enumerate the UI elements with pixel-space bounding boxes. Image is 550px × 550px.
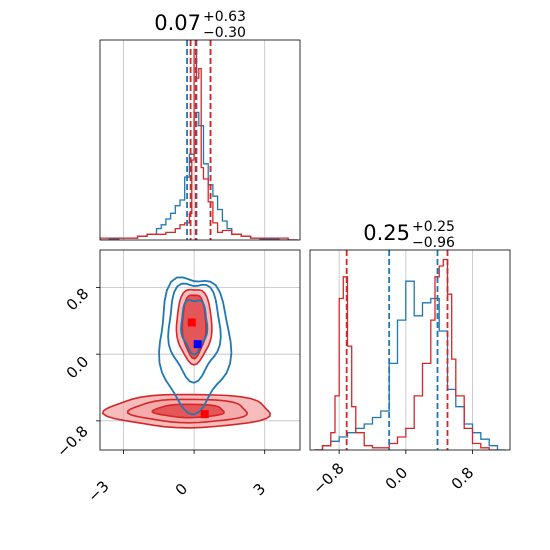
marker-0 xyxy=(193,340,202,349)
x-tick-label-right-0: −0.8 xyxy=(309,459,347,497)
title-right-plus: +0.25 xyxy=(412,219,455,235)
contour-line-group xyxy=(102,276,271,429)
title-right-value: 0.25 xyxy=(363,221,410,245)
x-tick-label-right-2: 0.8 xyxy=(448,464,478,494)
series-group-right xyxy=(314,258,506,450)
quantile-lines-right xyxy=(345,250,449,450)
red-contour-line-outermost-0 xyxy=(102,393,271,429)
red-contour-line-outer-1 xyxy=(126,398,248,424)
marker-2 xyxy=(187,318,196,327)
histogram-panel-right: 0.25 +0.25 −0.96 −0.8 0.0 0.8 xyxy=(309,219,511,498)
axis-frame-contour xyxy=(99,249,301,451)
ticks-contour xyxy=(96,287,266,454)
contour-panel: −3 0 3 −0.8 0.0 0.8 xyxy=(53,249,301,506)
red-contour-line-outer-0 xyxy=(175,288,213,366)
x-tick-label-contour-2: 3 xyxy=(250,480,269,499)
blue-contour-2 xyxy=(158,276,233,416)
x-tick-label-contour-1: 0 xyxy=(172,480,191,499)
series-group-top xyxy=(100,48,298,240)
y-tick-label-contour-0: −0.8 xyxy=(53,422,91,460)
title-top-value: 0.07 xyxy=(154,11,201,35)
histogram-series-blue xyxy=(100,111,298,240)
title-right-minus: −0.96 xyxy=(412,235,455,251)
red-contour-line-inner-0 xyxy=(181,294,207,360)
title-top-plus: +0.63 xyxy=(203,9,246,25)
marker-group xyxy=(187,318,209,419)
ticks-right xyxy=(338,450,473,454)
axis-frame-right xyxy=(309,249,511,451)
axis-frame-top xyxy=(99,39,301,241)
y-tick-label-contour-1: 0.0 xyxy=(63,353,93,383)
histogram-series-red xyxy=(314,258,498,450)
y-tick-label-contour-2: 0.8 xyxy=(63,285,93,315)
blue-contour-1 xyxy=(167,282,222,384)
histogram-series-blue xyxy=(314,280,506,450)
x-tick-label-right-1: 0.0 xyxy=(382,464,412,494)
histogram-series-red xyxy=(100,48,298,240)
grid-right xyxy=(338,250,473,450)
quantile-lines-top xyxy=(186,40,212,240)
title-top-minus: −0.30 xyxy=(203,25,246,41)
histogram-panel-top: 0.07 +0.63 −0.30 xyxy=(99,9,301,241)
marker-1 xyxy=(200,410,209,419)
x-tick-label-contour-0: −3 xyxy=(84,477,112,505)
